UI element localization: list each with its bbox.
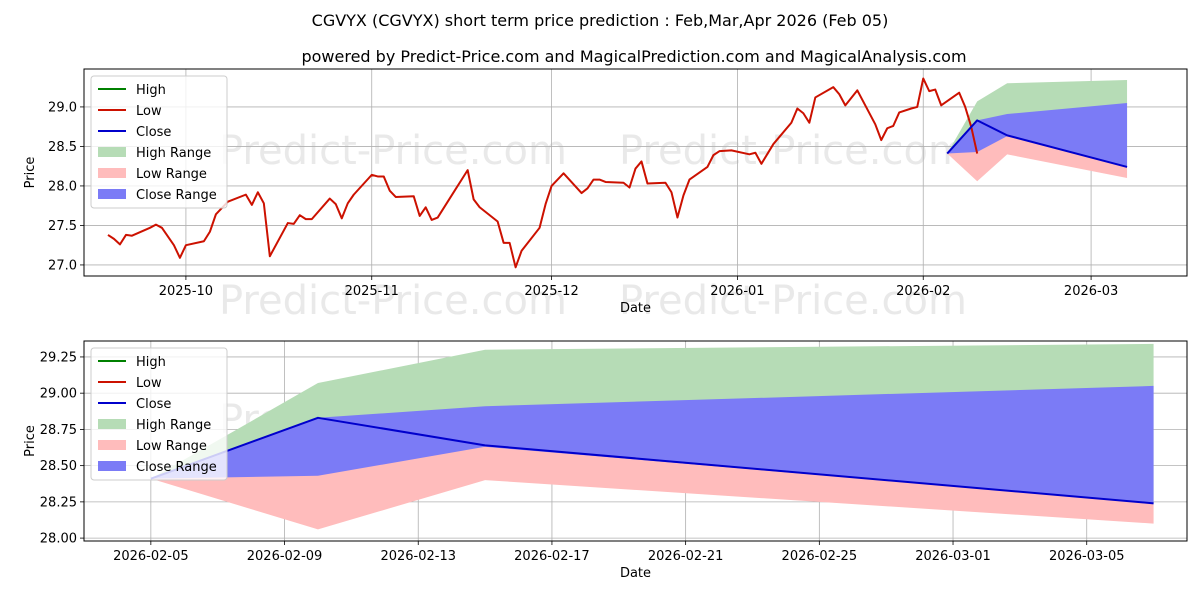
watermark-text: Predict-Price.com — [619, 128, 967, 174]
low-range-band — [150, 445, 1154, 530]
legend-label-close-range: Close Range — [136, 460, 217, 475]
low-range-band — [947, 135, 1128, 182]
x-tick-label: 2026-02-13 — [380, 549, 456, 564]
y-axis-label: Price — [23, 425, 38, 457]
close-range-band — [150, 385, 1154, 504]
chart-subtitle: powered by Predict-Price.com and Magical… — [301, 47, 966, 66]
chart-title: CGVYX (CGVYX) short term price predictio… — [312, 11, 889, 30]
legend-swatch-low-range — [98, 440, 126, 450]
close-range-band — [947, 102, 1128, 167]
watermark-text: Predict-Price.com — [619, 278, 967, 324]
x-tick-label: 2025-11 — [345, 284, 399, 299]
y-axis-label: Price — [23, 157, 38, 189]
legend-swatch-close-range — [98, 189, 126, 199]
y-tick-label: 28.5 — [48, 140, 77, 155]
y-tick-label: 28.0 — [48, 179, 77, 194]
legend-label-high: High — [136, 83, 166, 98]
y-tick-label: 28.00 — [40, 532, 77, 547]
y-tick-label: 28.25 — [40, 495, 77, 510]
legend-label-high-range: High Range — [136, 418, 211, 433]
y-tick-label: 29.25 — [40, 350, 77, 365]
x-tick-label: 2026-02-21 — [648, 549, 724, 564]
y-tick-label: 27.5 — [48, 219, 77, 234]
watermark-text: Predict-Price.com — [219, 278, 567, 324]
legend-swatch-high-range — [98, 419, 126, 429]
y-tick-label: 28.50 — [40, 459, 77, 474]
x-tick-label: 2026-03 — [1064, 284, 1118, 299]
chart-legend: High Low Close High Range Low Range Close Ran… — [90, 75, 228, 209]
legend-swatch-high-range — [98, 147, 126, 157]
x-tick-label: 2026-02-25 — [782, 549, 858, 564]
legend-label-high-range: High Range — [136, 146, 211, 161]
forecast-zoom-panel: Predict-Price.comPredict-Price.com2026-0… — [23, 340, 1188, 581]
y-tick-label: 29.0 — [48, 100, 77, 115]
x-axis-label: Date — [620, 566, 651, 581]
legend-label-high: High — [136, 355, 166, 370]
plot-frame — [83, 68, 1188, 277]
y-tick-label: 29.00 — [40, 387, 77, 402]
x-tick-label: 2026-02 — [896, 284, 950, 299]
legend-label-low: Low — [136, 376, 162, 391]
x-tick-label: 2026-01 — [710, 284, 764, 299]
x-axis-label: Date — [620, 301, 651, 316]
x-tick-label: 2025-12 — [524, 284, 578, 299]
legend-label-low-range: Low Range — [136, 167, 207, 182]
y-tick-label: 28.75 — [40, 423, 77, 438]
x-tick-label: 2026-03-01 — [915, 549, 991, 564]
legend-label-close: Close — [136, 397, 171, 412]
legend-label-close-range: Close Range — [136, 188, 217, 203]
x-tick-label: 2026-02-05 — [113, 549, 189, 564]
legend-label-low-range: Low Range — [136, 439, 207, 454]
chart-legend: High Low Close High Range Low Range Close Ran… — [90, 347, 228, 481]
x-tick-label: 2026-02-09 — [247, 549, 323, 564]
watermark-text: Predict-Price.com — [219, 128, 567, 174]
x-tick-label: 2026-02-17 — [514, 549, 590, 564]
x-tick-label: 2026-03-05 — [1049, 549, 1125, 564]
overview-panel: Predict-Price.com Predict-Price.com Predic… — [23, 68, 1188, 324]
legend-swatch-low-range — [98, 168, 126, 178]
y-tick-label: 27.0 — [48, 258, 77, 273]
close-forecast-line — [150, 416, 1154, 505]
close-forecast-line — [946, 119, 1128, 168]
x-tick-label: 2025-10 — [159, 284, 213, 299]
low-price-line — [107, 77, 979, 269]
legend-swatch-close-range — [98, 461, 126, 471]
plot-frame — [83, 340, 1188, 542]
legend-label-low: Low — [136, 104, 162, 119]
legend-label-close: Close — [136, 125, 171, 140]
